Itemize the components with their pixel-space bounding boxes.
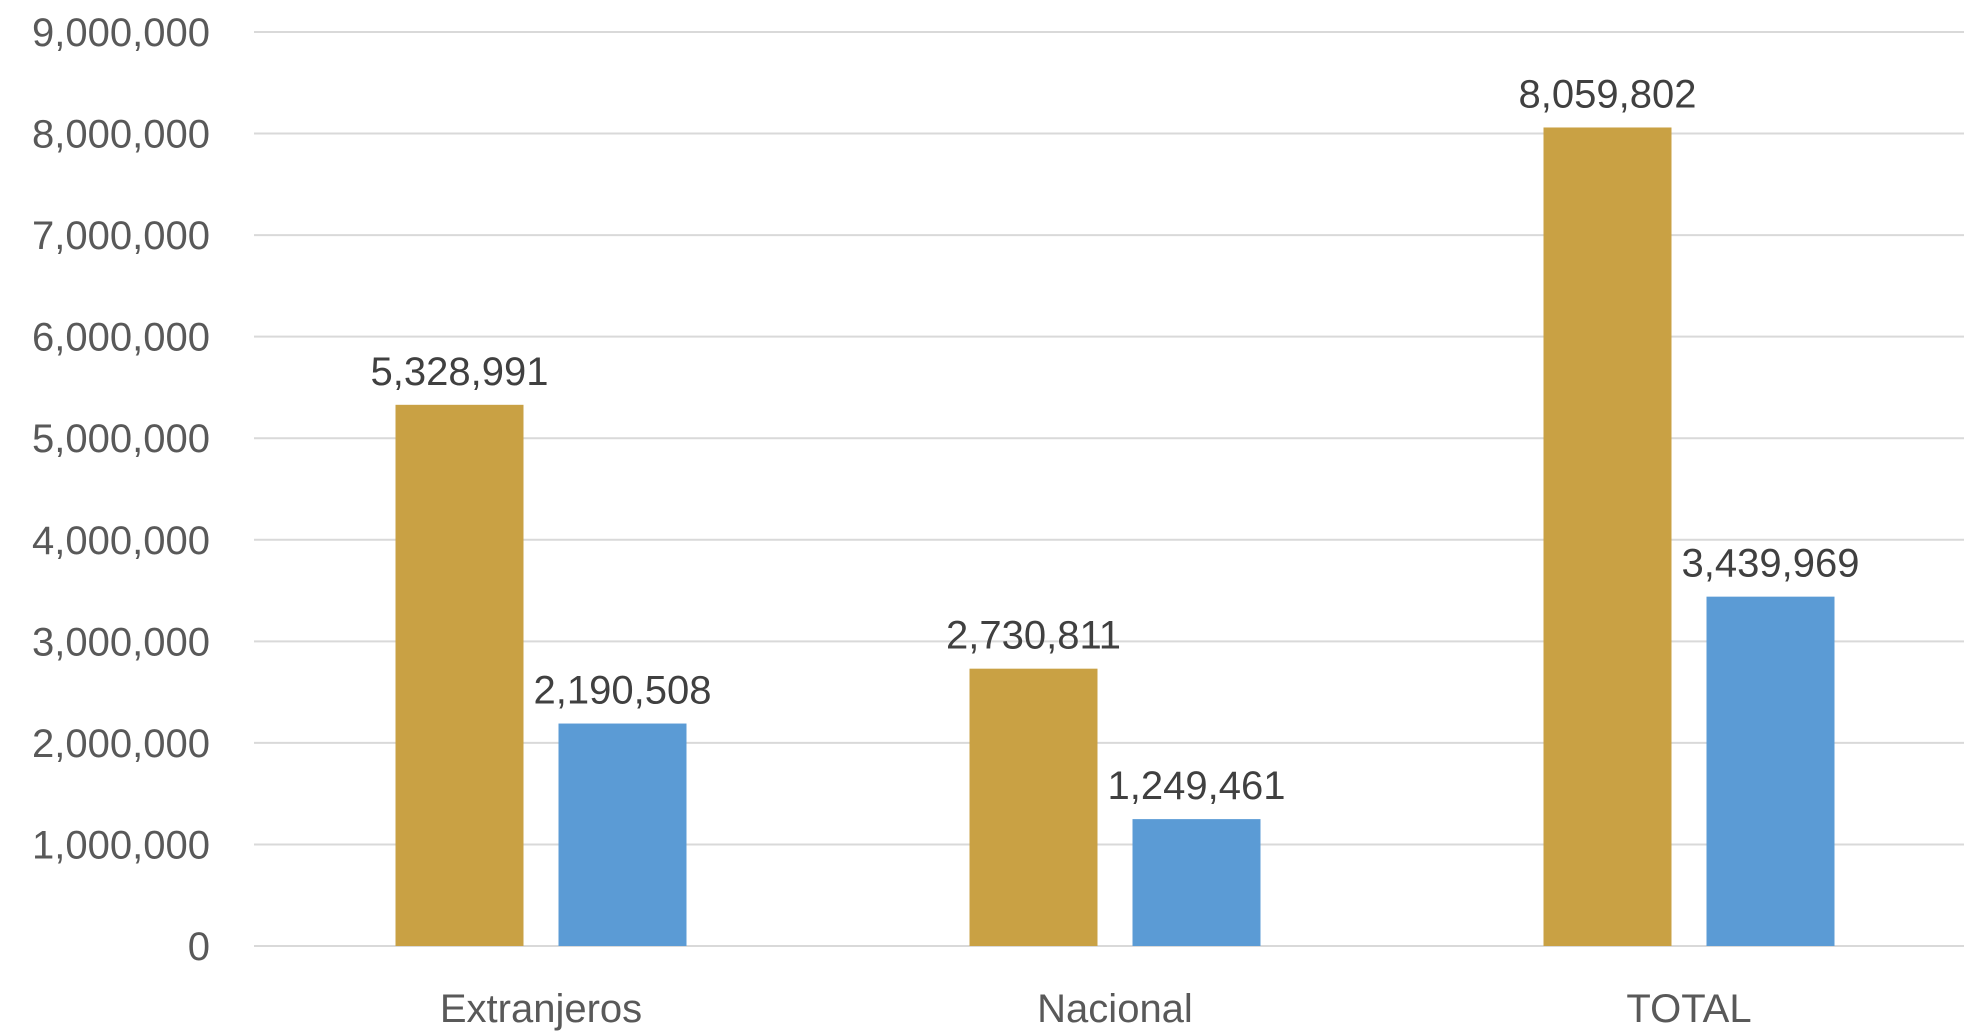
data-label: 5,328,991 [371,350,549,394]
y-tick-label: 3,000,000 [32,620,210,664]
bar [1132,819,1261,946]
x-category-label: TOTAL [1626,987,1751,1031]
data-label: 3,439,969 [1682,542,1860,586]
y-tick-label: 9,000,000 [32,11,210,55]
x-category-label: Extranjeros [440,987,642,1031]
x-axis-category-labels: Extranjeros Nacional TOTAL [440,987,1752,1031]
x-category-label: Nacional [1037,987,1193,1031]
data-label: 1,249,461 [1108,764,1286,808]
y-tick-label: 1,000,000 [32,823,210,867]
y-tick-label: 2,000,000 [32,722,210,766]
y-tick-label: 8,000,000 [32,113,210,157]
y-axis-tick-labels: 0 1,000,000 2,000,000 3,000,000 4,000,000 5,0… [32,11,210,969]
y-tick-label: 7,000,000 [32,214,210,258]
y-tick-label: 4,000,000 [32,519,210,563]
bar [395,404,524,946]
bar [558,723,687,946]
y-tick-label: 5,000,000 [32,417,210,461]
bar [969,668,1098,946]
y-tick-label: 6,000,000 [32,316,210,360]
data-labels: 5,328,991 2,190,508 2,730,811 1,249,461 8,05… [371,72,1860,808]
y-tick-label: 0 [188,925,210,969]
data-label: 2,190,508 [534,669,712,713]
gridlines [254,31,1964,947]
bar [1543,127,1672,947]
data-label: 8,059,802 [1519,72,1697,116]
data-label: 2,730,811 [946,614,1121,658]
bars [395,127,1835,947]
bar [1706,596,1835,946]
